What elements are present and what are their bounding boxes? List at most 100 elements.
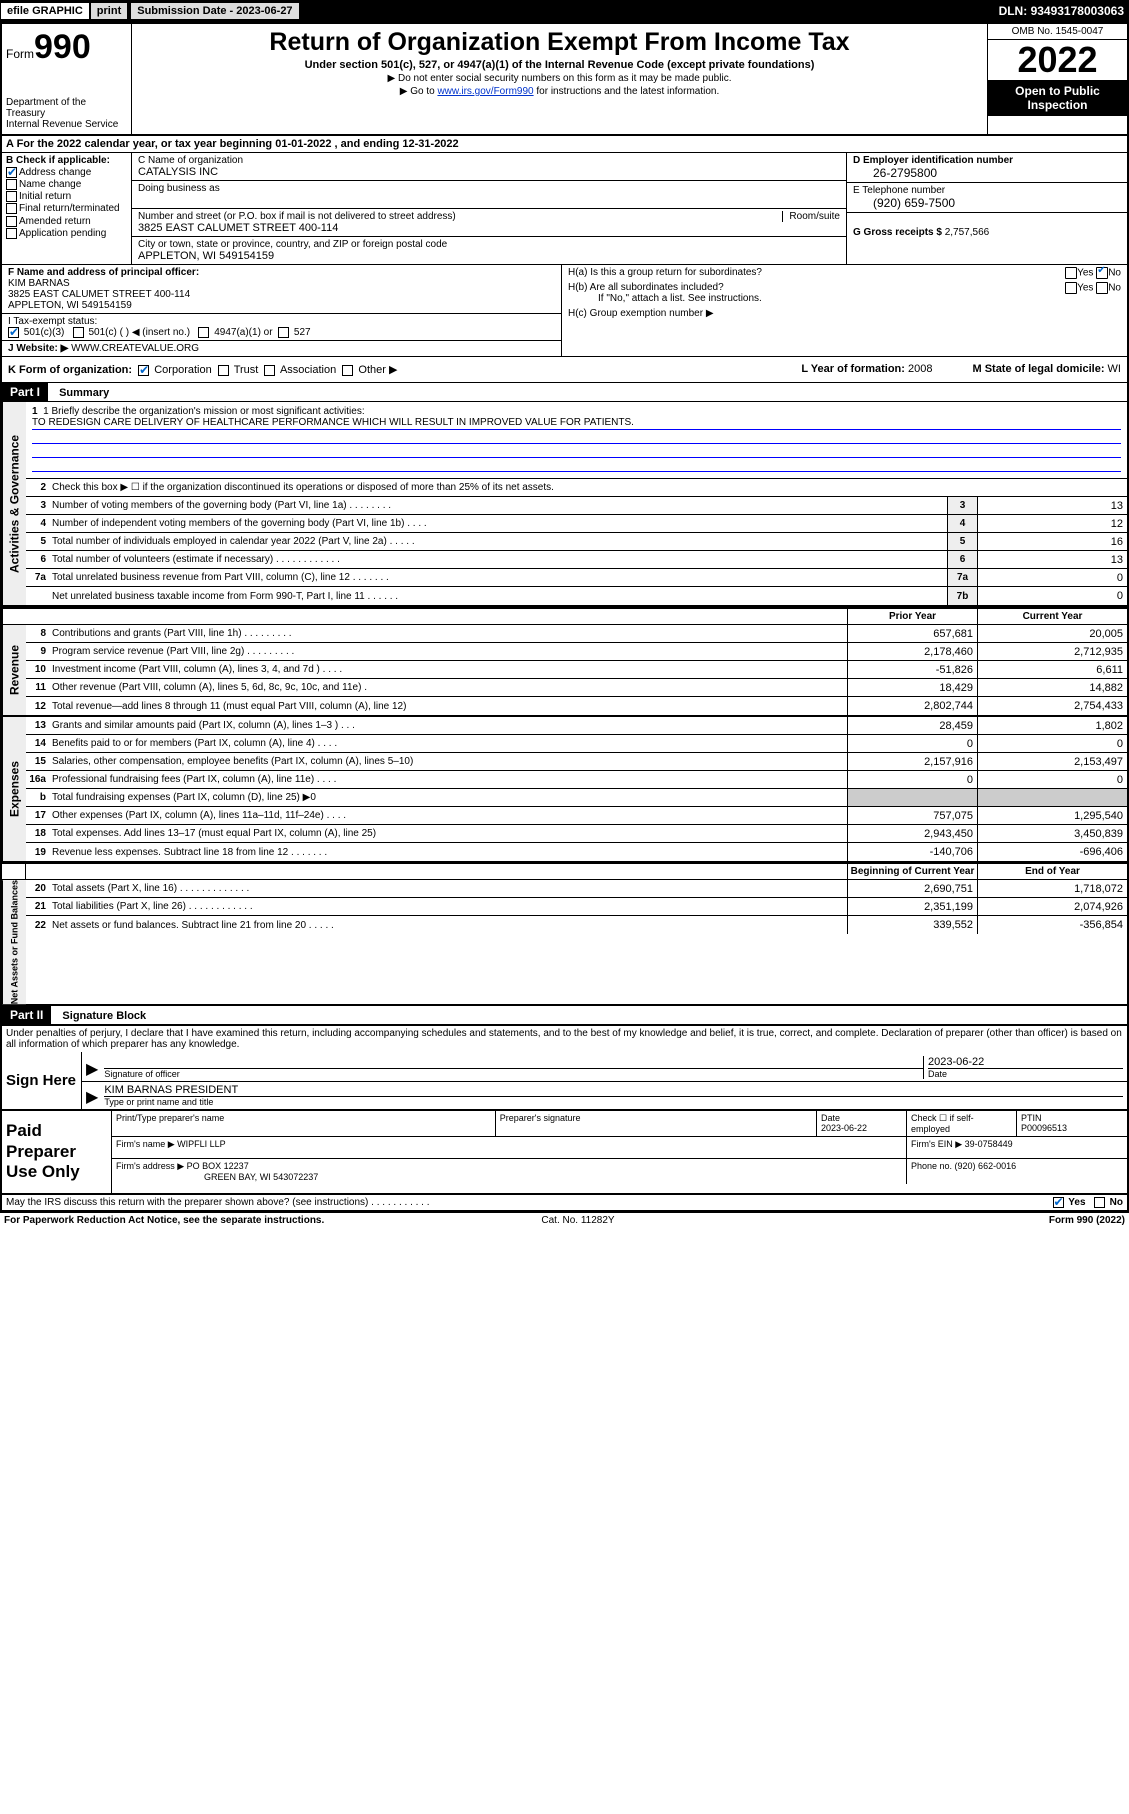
chk-final-return[interactable]: Final return/terminated — [6, 203, 127, 214]
current-year-value: -696,406 — [977, 843, 1127, 861]
net-assets-content: 20Total assets (Part X, line 16) . . . .… — [26, 880, 1127, 1004]
hdr-prior-year: Prior Year — [847, 609, 977, 624]
line-value: 16 — [977, 533, 1127, 550]
subordinates-cell: H(b) Are all subordinates included? Yes … — [562, 280, 1127, 306]
line-text: Total assets (Part X, line 16) . . . . .… — [52, 881, 847, 896]
current-year-value: 3,450,839 — [977, 825, 1127, 842]
paid-preparer-label: Paid Preparer Use Only — [2, 1111, 112, 1192]
paid-preparer-row: Paid Preparer Use Only Print/Type prepar… — [2, 1111, 1127, 1194]
sign-here-label: Sign Here — [2, 1052, 82, 1109]
paperwork-notice: For Paperwork Reduction Act Notice, see … — [4, 1215, 324, 1226]
chk-4947[interactable] — [198, 327, 209, 338]
line-14: 14Benefits paid to or for members (Part … — [26, 735, 1127, 753]
line-9: 9Program service revenue (Part VIII, lin… — [26, 643, 1127, 661]
org-name-cell: C Name of organization CATALYSIS INC — [132, 153, 846, 181]
line-num: 4 — [26, 518, 52, 529]
chk-assoc[interactable] — [264, 365, 275, 376]
ein: 26-2795800 — [873, 166, 1121, 180]
ein-label: D Employer identification number — [853, 155, 1121, 166]
sign-here-row: Sign Here ▶ Signature of officer 2023-06… — [2, 1052, 1127, 1111]
row-k-l-m: K Form of organization: Corporation Trus… — [2, 357, 1127, 383]
hdr-current-year: Current Year — [977, 609, 1127, 624]
chk-other[interactable] — [342, 365, 353, 376]
hdr-beginning-year: Beginning of Current Year — [847, 864, 977, 879]
chk-501c3[interactable] — [8, 327, 19, 338]
col-header-rev: Prior Year Current Year — [2, 607, 1127, 625]
chk-527[interactable] — [278, 327, 289, 338]
k-label: K Form of organization: — [8, 364, 132, 376]
tax-year-begin: 01-01-2022 — [275, 138, 331, 150]
line-text: Total liabilities (Part X, line 26) . . … — [52, 899, 847, 914]
line-num: 9 — [26, 646, 52, 657]
submission-date-button[interactable]: Submission Date - 2023-06-27 — [131, 3, 298, 19]
prior-year-value: 2,690,751 — [847, 880, 977, 897]
preparer-date-cell: Date2023-06-22 — [817, 1111, 907, 1136]
preparer-sig-hdr: Preparer's signature — [496, 1111, 817, 1136]
form-label: Form 990 (2022) — [1049, 1215, 1125, 1226]
officer-name-cell: KIM BARNAS PRESIDENT Type or print name … — [104, 1084, 1123, 1107]
line-20: 20Total assets (Part X, line 16) . . . .… — [26, 880, 1127, 898]
subordinates-note: If "No," attach a list. See instructions… — [598, 293, 762, 304]
discuss-yn: Yes No — [1053, 1197, 1124, 1208]
prior-year-value: 0 — [847, 771, 977, 788]
line-text: Program service revenue (Part VIII, line… — [52, 644, 847, 659]
l-label: L Year of formation: — [801, 363, 908, 375]
summary-net-assets: Net Assets or Fund Balances 20Total asse… — [2, 880, 1127, 1006]
col-b-checkboxes: B Check if applicable: Address change Na… — [2, 153, 132, 264]
dept-treasury: Department of the Treasury — [6, 97, 127, 119]
chk-name-change[interactable]: Name change — [6, 179, 127, 190]
prior-year-value: 2,157,916 — [847, 753, 977, 770]
ssn-warning: ▶ Do not enter social security numbers o… — [136, 73, 983, 84]
chk-corp[interactable] — [138, 365, 149, 376]
chk-amended-return[interactable]: Amended return — [6, 216, 127, 227]
line-num: 7a — [26, 572, 52, 583]
line-num: 16a — [26, 774, 52, 785]
chk-application-pending[interactable]: Application pending — [6, 228, 127, 239]
firm-name-cell: Firm's name ▶ WIPFLI LLP — [112, 1137, 907, 1158]
hdr-end-year: End of Year — [977, 864, 1127, 879]
net-spacer — [26, 864, 847, 879]
officer-addr: 3825 EAST CALUMET STREET 400-114 — [8, 289, 190, 300]
gross-receipts-label: G Gross receipts $ — [853, 227, 945, 238]
website-label: J Website: ▶ — [8, 343, 71, 354]
line-5: 5Total number of individuals employed in… — [26, 533, 1127, 551]
chk-501c[interactable] — [73, 327, 84, 338]
firm-city: GREEN BAY, WI 543072237 — [204, 1172, 318, 1182]
line-num: 21 — [26, 901, 52, 912]
hb-no[interactable] — [1096, 282, 1108, 294]
line-text: Number of voting members of the governin… — [52, 498, 947, 513]
current-year-value: 2,074,926 — [977, 898, 1127, 915]
ha-yes[interactable] — [1065, 267, 1077, 279]
line-box: 6 — [947, 551, 977, 568]
ha-no[interactable]: ✔ — [1096, 267, 1108, 279]
4947-label: 4947(a)(1) or — [214, 327, 272, 338]
line-value: 13 — [977, 551, 1127, 568]
header-center: Return of Organization Exempt From Incom… — [132, 24, 987, 134]
part-i-title: Summary — [59, 387, 109, 399]
chk-address-change[interactable]: Address change — [6, 167, 127, 178]
sign-date-label: Date — [928, 1068, 1123, 1079]
state-domicile: M State of legal domicile: WI — [972, 363, 1121, 376]
website-url[interactable]: WWW.CREATEVALUE.ORG — [71, 343, 199, 354]
line-num: 3 — [26, 500, 52, 511]
room-label: Room/suite — [782, 211, 840, 222]
chk-trust[interactable] — [218, 365, 229, 376]
current-year-value: 14,882 — [977, 679, 1127, 696]
side-net-assets: Net Assets or Fund Balances — [2, 880, 26, 1004]
discuss-no-chk[interactable] — [1094, 1197, 1105, 1208]
row-a-mid: , and ending — [335, 138, 403, 150]
other-label: Other ▶ — [358, 364, 397, 376]
line-num: 11 — [26, 682, 52, 693]
discuss-yes-chk[interactable] — [1053, 1197, 1064, 1208]
chk-initial-return[interactable]: Initial return — [6, 191, 127, 202]
print-button[interactable]: print — [91, 3, 127, 19]
amended-return-label: Amended return — [19, 216, 91, 227]
arrow-icon-2: ▶ — [86, 1087, 98, 1107]
irs-link[interactable]: www.irs.gov/Form990 — [437, 86, 533, 97]
hb-yes[interactable] — [1065, 282, 1077, 294]
line-box: 4 — [947, 515, 977, 532]
side-spacer — [2, 609, 26, 624]
line-num: 8 — [26, 628, 52, 639]
part-i-header-row: Part I Summary — [2, 383, 1127, 402]
prior-year-value — [847, 789, 977, 806]
